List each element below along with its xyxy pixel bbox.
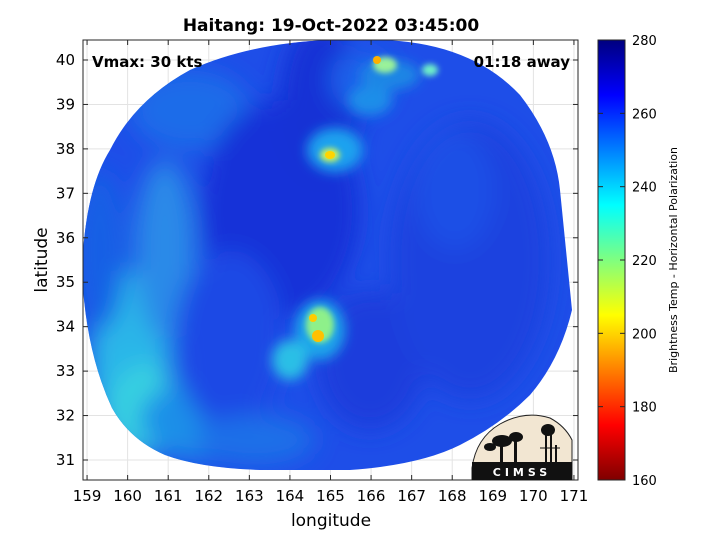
y-tick-label: 37 [56, 184, 75, 202]
x-tick-label: 167 [397, 487, 426, 505]
colorbar-tick-label: 160 [632, 474, 657, 489]
colorbar-tick-label: 280 [632, 34, 657, 49]
colorbar-tick-label: 220 [632, 254, 657, 269]
x-tick-label: 170 [519, 487, 548, 505]
y-axis-ticks: 40 39 38 37 36 35 34 33 32 31 [56, 51, 578, 469]
y-tick-label: 32 [56, 407, 75, 425]
colorbar-tick-label: 260 [632, 107, 657, 122]
y-tick-label: 36 [56, 229, 75, 247]
x-tick-label: 161 [154, 487, 183, 505]
x-axis-label: longitude [291, 511, 371, 531]
y-axis-label: latitude [32, 227, 52, 292]
x-tick-label: 160 [113, 487, 142, 505]
colorbar-tick-label: 240 [632, 181, 657, 196]
x-tick-label: 171 [560, 487, 589, 505]
y-tick-label: 38 [56, 140, 75, 158]
colorbar: 280 260 240 220 200 180 160 Brightness Temp - … [597, 34, 680, 489]
colorbar-tick-label: 180 [632, 401, 657, 416]
x-tick-label: 168 [438, 487, 467, 505]
colorbar-ticks: 280 260 240 220 200 180 160 [598, 34, 657, 489]
y-tick-label: 33 [56, 362, 75, 380]
satellite-swath [83, 40, 572, 470]
colorbar-label: Brightness Temp - Horizontal Polarizatio… [667, 147, 680, 373]
x-tick-label: 164 [276, 487, 305, 505]
time-away-label: 01:18 away [474, 53, 571, 71]
x-tick-label: 169 [478, 487, 507, 505]
y-tick-label: 34 [56, 318, 75, 336]
colorbar-tick-label: 200 [632, 327, 657, 342]
x-tick-label: 162 [194, 487, 223, 505]
y-tick-label: 31 [56, 451, 75, 469]
x-tick-label: 165 [316, 487, 345, 505]
x-axis-ticks: 159 160 161 162 163 164 165 166 167 168 169 170 171 [73, 40, 589, 505]
chart-title: Haitang: 19-Oct-2022 03:45:00 [183, 16, 480, 36]
x-tick-label: 166 [357, 487, 386, 505]
cimss-logo: CIMSS [471, 414, 573, 481]
y-tick-label: 35 [56, 273, 75, 291]
vmax-label: Vmax: 30 kts [92, 53, 202, 71]
y-tick-label: 39 [56, 95, 75, 113]
x-tick-label: 163 [235, 487, 264, 505]
logo-text: CIMSS [493, 466, 551, 479]
x-tick-label: 159 [73, 487, 102, 505]
y-tick-label: 40 [56, 51, 75, 69]
